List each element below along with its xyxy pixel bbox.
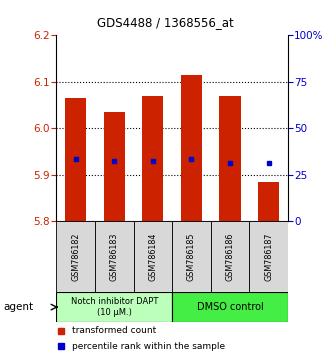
Bar	[142, 96, 164, 221]
Bar	[133, 221, 172, 292]
Text: GSM786183: GSM786183	[110, 233, 119, 281]
Text: GSM786184: GSM786184	[148, 233, 157, 281]
Bar	[219, 96, 241, 221]
Text: GSM786185: GSM786185	[187, 232, 196, 281]
Bar	[172, 292, 288, 322]
Bar	[211, 221, 249, 292]
Text: agent: agent	[3, 302, 33, 312]
Text: GDS4488 / 1368556_at: GDS4488 / 1368556_at	[97, 16, 234, 29]
Text: GSM786187: GSM786187	[264, 232, 273, 281]
Text: GSM786186: GSM786186	[225, 233, 235, 281]
Bar	[181, 75, 202, 221]
Bar	[104, 112, 125, 221]
Bar	[249, 221, 288, 292]
Text: transformed count: transformed count	[72, 326, 157, 335]
Text: DMSO control: DMSO control	[197, 302, 263, 312]
Text: percentile rank within the sample: percentile rank within the sample	[72, 342, 226, 351]
Bar	[95, 221, 133, 292]
Text: GSM786182: GSM786182	[71, 232, 80, 281]
Bar	[56, 292, 172, 322]
Bar	[65, 98, 86, 221]
Bar	[258, 182, 279, 221]
Bar	[56, 221, 95, 292]
Text: Notch inhibitor DAPT
(10 μM.): Notch inhibitor DAPT (10 μM.)	[71, 297, 158, 317]
Bar	[172, 221, 211, 292]
